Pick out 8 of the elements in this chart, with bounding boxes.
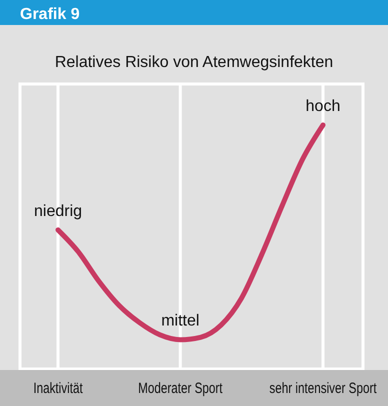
x-tick-label: Moderater Sport: [138, 380, 223, 396]
annotation: niedrig: [34, 202, 82, 220]
annotation: mittel: [161, 312, 200, 330]
text: Grafik 9: [20, 6, 80, 23]
x-tick-label: Inaktivität: [33, 380, 83, 396]
annotation: hoch: [306, 98, 340, 115]
x-tick-label: sehr intensiver Sport: [269, 380, 377, 396]
chart-title: Relatives Risiko von Atemwegsinfekten: [54, 54, 334, 71]
